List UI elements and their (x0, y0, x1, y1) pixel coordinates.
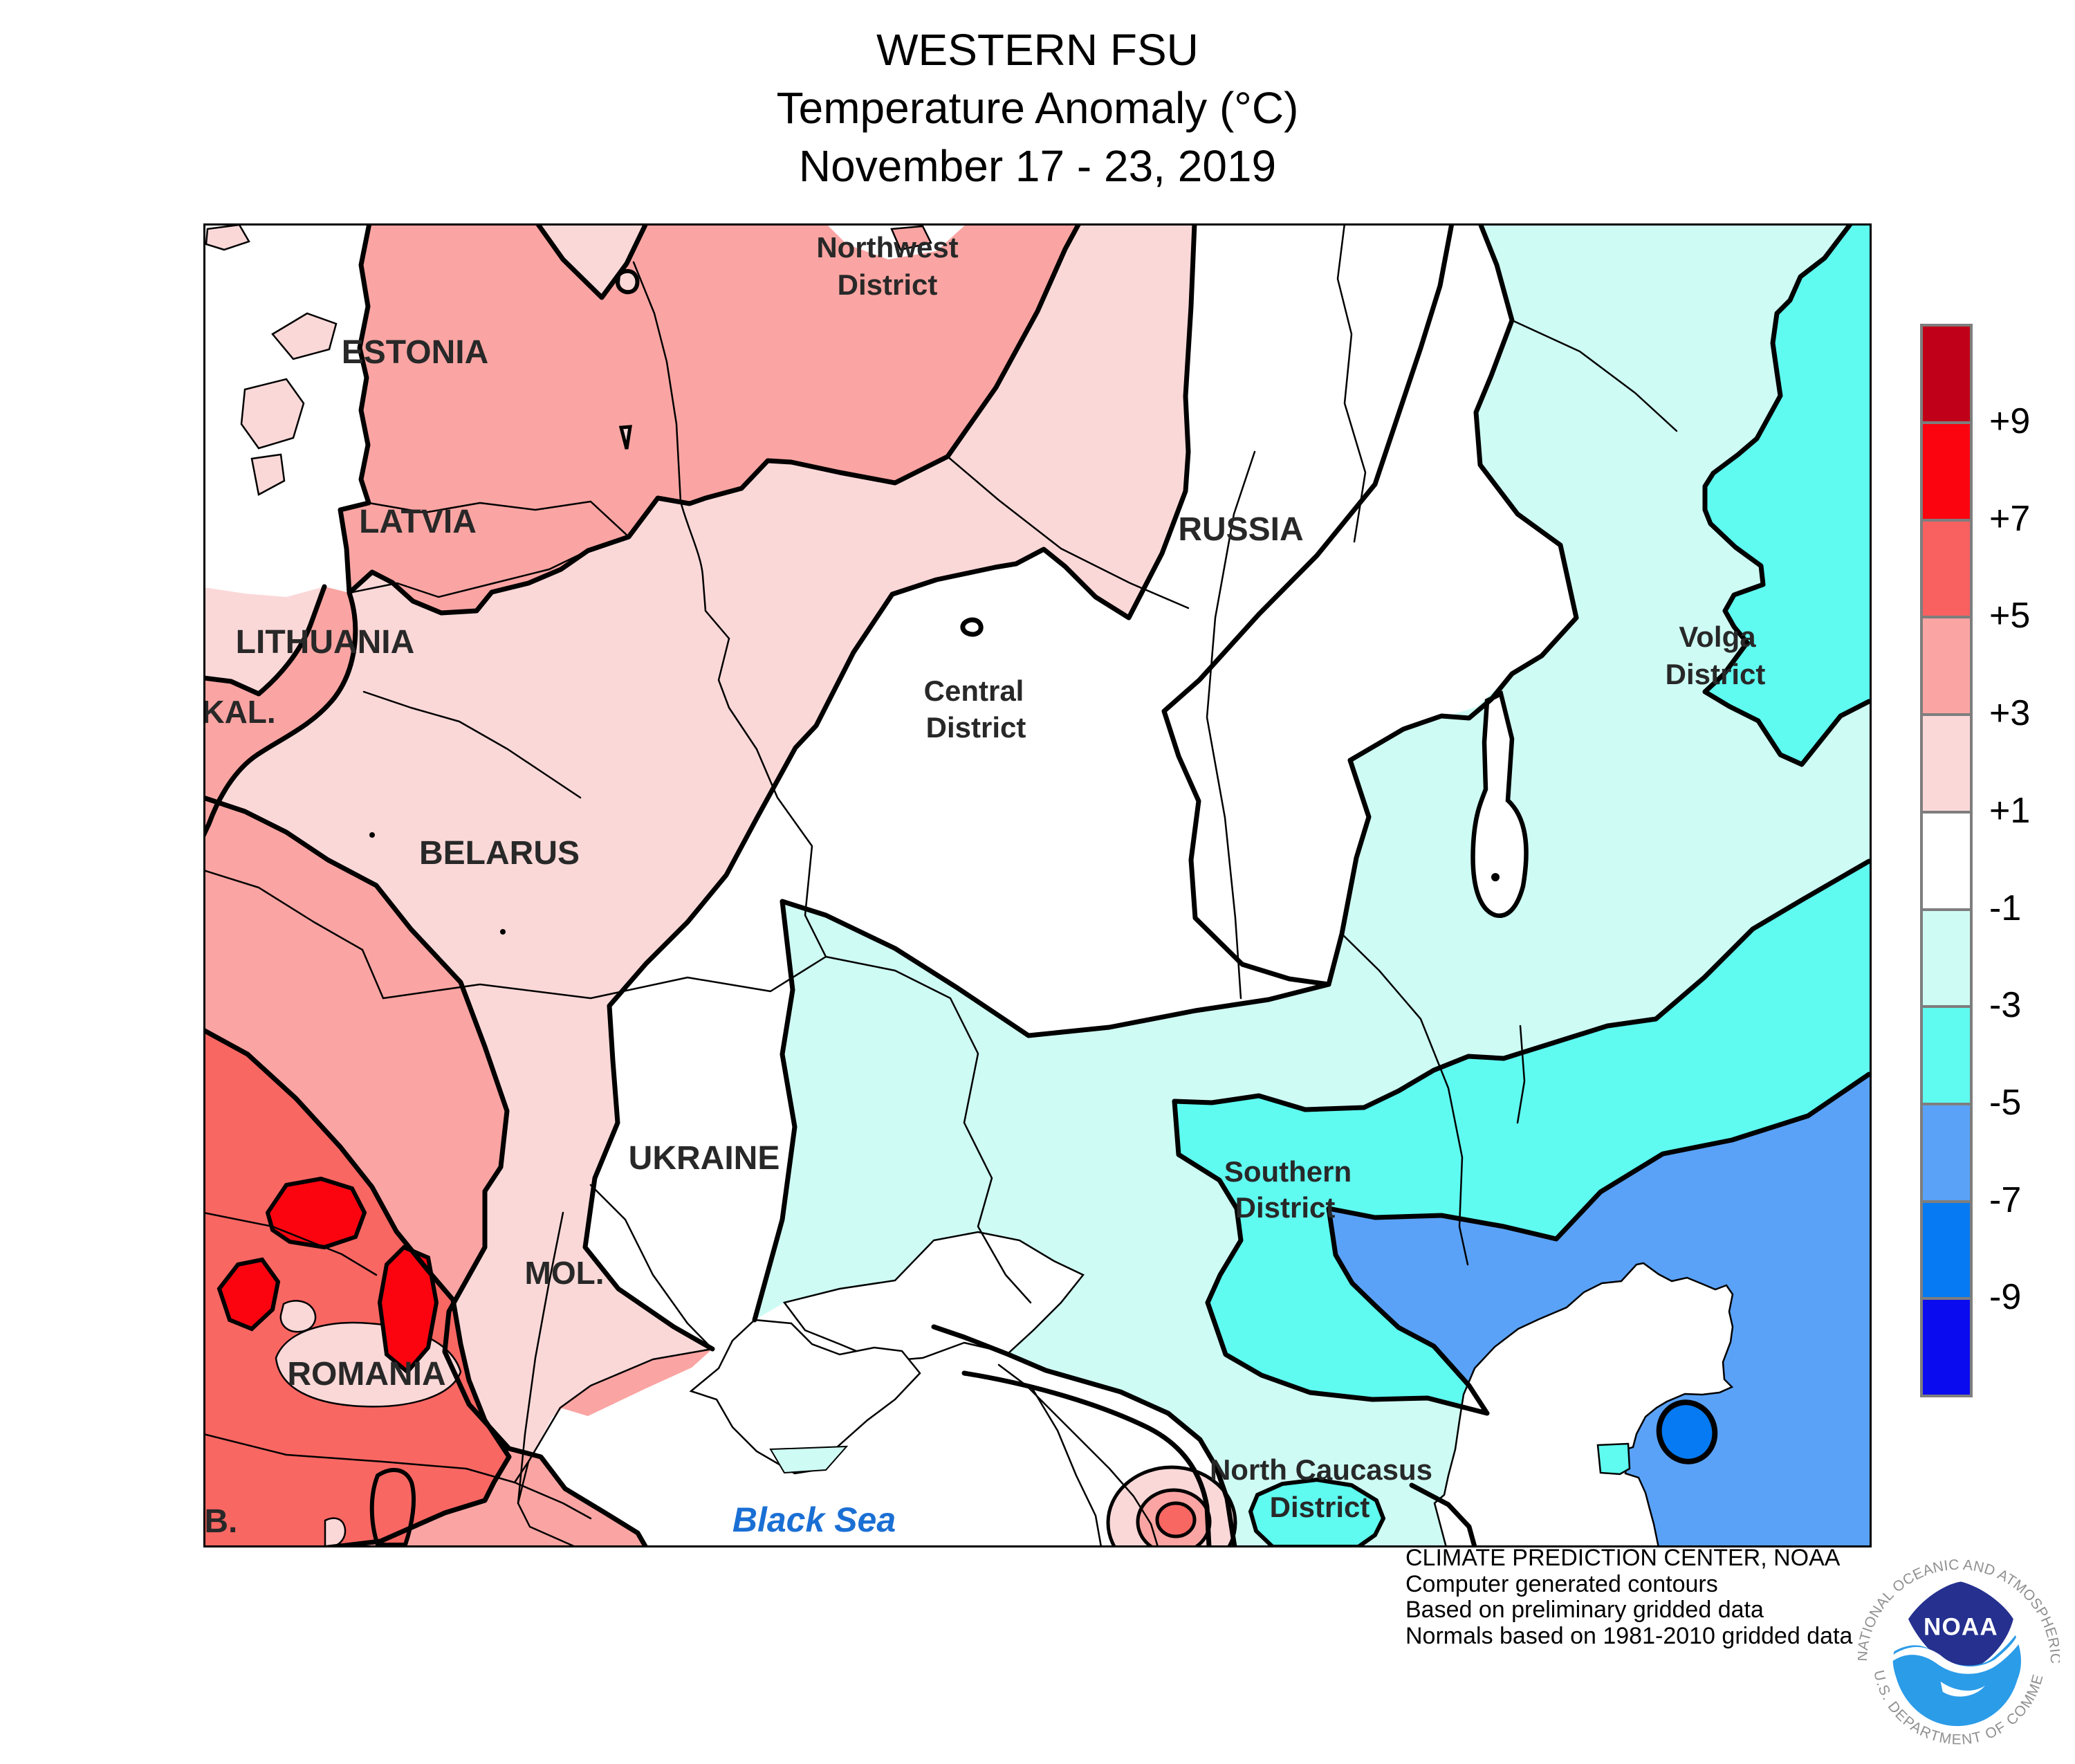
svg-text:RB.: RB. (203, 1503, 237, 1540)
svg-text:BELARUS: BELARUS (419, 835, 580, 872)
svg-text:Northwest: Northwest (816, 231, 958, 264)
svg-text:NOAA: NOAA (1924, 1614, 1998, 1641)
svg-text:LATVIA: LATVIA (359, 504, 477, 540)
svg-text:RUSSIA: RUSSIA (1178, 511, 1303, 548)
svg-text:Central: Central (924, 674, 1024, 707)
svg-text:District: District (1666, 658, 1766, 690)
svg-text:UKRAINE: UKRAINE (629, 1140, 780, 1177)
svg-text:LITHUANIA: LITHUANIA (236, 624, 415, 661)
svg-text:Volga: Volga (1679, 621, 1756, 653)
svg-text:Southern: Southern (1224, 1155, 1352, 1188)
svg-text:District: District (1270, 1491, 1370, 1523)
svg-text:MOL.: MOL. (525, 1255, 605, 1291)
svg-text:North Caucasus: North Caucasus (1210, 1453, 1432, 1486)
svg-text:District: District (1235, 1191, 1336, 1224)
svg-text:District: District (838, 268, 938, 301)
svg-text:ESTONIA: ESTONIA (342, 334, 488, 371)
svg-text:KAL.: KAL. (203, 694, 276, 730)
svg-text:District: District (926, 711, 1026, 744)
svg-text:ROMANIA: ROMANIA (287, 1356, 445, 1393)
svg-text:Black Sea: Black Sea (732, 1500, 896, 1539)
